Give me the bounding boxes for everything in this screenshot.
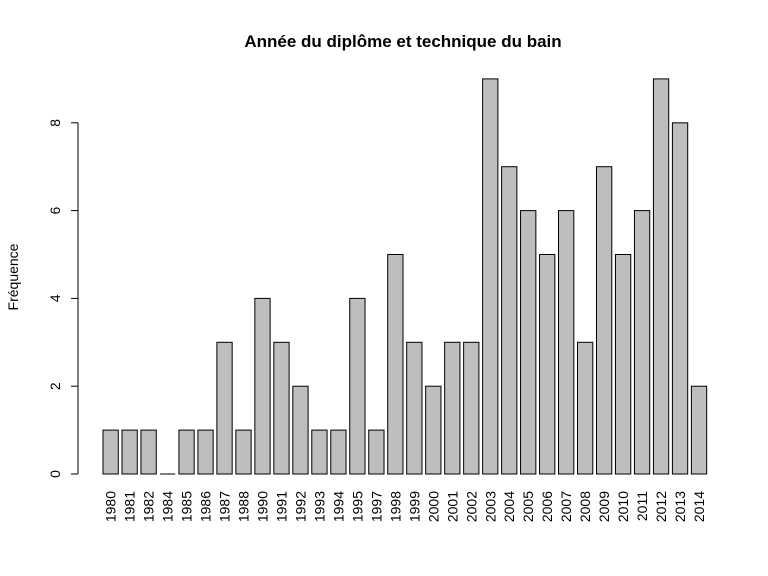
bar-2009 <box>595 166 613 475</box>
x-tick-label: 1984 <box>160 491 176 522</box>
x-tick-label: 2013 <box>672 491 688 522</box>
bar-2005 <box>520 210 537 475</box>
bar-2004 <box>501 166 518 475</box>
bar-2013 <box>671 122 689 475</box>
x-tick-label: 2000 <box>425 491 441 522</box>
bar-2002 <box>463 341 480 475</box>
x-tick-label: 1991 <box>273 491 289 522</box>
x-tick-label: 1995 <box>349 491 365 522</box>
x-tick-label: 1998 <box>387 491 403 522</box>
x-tick-label: 2008 <box>577 491 593 522</box>
bar-2012 <box>652 78 670 475</box>
x-tick-label: 1994 <box>330 491 346 522</box>
bar-1986 <box>197 429 214 475</box>
x-tick-label: 2011 <box>634 491 650 521</box>
y-tick-label: 0 <box>47 470 63 478</box>
x-tick-label: 2002 <box>463 491 479 522</box>
bar-1980 <box>102 429 119 475</box>
x-tick-label: 1990 <box>254 491 270 522</box>
bar-1997 <box>368 429 385 475</box>
bar-2001 <box>444 341 461 475</box>
x-tick-label: 1997 <box>368 491 384 522</box>
x-tick-label: 1987 <box>217 491 233 522</box>
x-tick-label: 2007 <box>558 491 574 522</box>
x-tick-label: 1988 <box>236 491 252 522</box>
bar-2014 <box>690 385 708 475</box>
x-tick-label: 1986 <box>198 491 214 522</box>
x-tick-label: 2003 <box>482 491 498 522</box>
bar-2000 <box>425 385 442 475</box>
y-axis: 0 2 4 6 8 <box>47 119 79 478</box>
y-tick-label: 2 <box>47 382 63 390</box>
bar-1991 <box>273 341 290 475</box>
bar-1992 <box>292 385 309 475</box>
x-tick-label: 1999 <box>406 491 422 522</box>
x-tick-label: 1992 <box>292 491 308 522</box>
x-tick-label: 2001 <box>444 491 460 522</box>
x-tick-label: 2004 <box>501 491 517 522</box>
y-tick-label: 4 <box>47 294 63 302</box>
x-tick-label: 1980 <box>103 491 119 522</box>
bar-2006 <box>539 254 556 475</box>
bar-2003 <box>482 78 499 475</box>
y-axis-label: Fréquence <box>5 243 21 310</box>
y-tick-label: 8 <box>47 119 63 127</box>
chart-title: Année du diplôme et technique du bain <box>244 32 561 51</box>
x-tick-label: 2009 <box>596 491 612 522</box>
bar-1995 <box>349 297 366 475</box>
x-tick-label: 1982 <box>141 491 157 522</box>
bars-group <box>102 78 708 475</box>
bar-1982 <box>140 429 157 475</box>
x-tick-label: 2014 <box>691 491 707 522</box>
bar-2010 <box>614 254 632 475</box>
x-tick-label: 1993 <box>311 491 327 522</box>
x-tick-label: 2012 <box>653 491 669 522</box>
bar-1988 <box>235 429 252 475</box>
bar-1987 <box>216 341 233 475</box>
x-tick-labels: 1980 1981 1982 1984 1985 1986 1987 1988 1990 1991… <box>103 491 707 522</box>
bar-1981 <box>121 429 138 475</box>
bar-1999 <box>406 341 423 475</box>
bar-1985 <box>178 429 195 475</box>
bar-1990 <box>254 297 271 475</box>
x-tick-label: 2005 <box>520 491 536 522</box>
bar-1994 <box>330 429 347 475</box>
bar-2011 <box>633 210 651 475</box>
bar-2007 <box>558 210 575 475</box>
x-tick-label: 1985 <box>179 491 195 522</box>
bar-2008 <box>577 341 594 475</box>
x-tick-label: 1981 <box>122 491 138 522</box>
bar-1993 <box>311 429 328 475</box>
bar-1998 <box>387 254 404 475</box>
x-tick-label: 2006 <box>539 491 555 522</box>
y-tick-label: 6 <box>47 206 63 214</box>
x-tick-label: 2010 <box>615 491 631 522</box>
